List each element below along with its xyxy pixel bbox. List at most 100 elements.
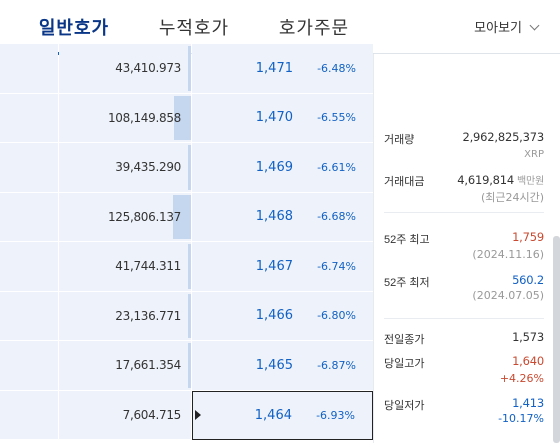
ask-price: 1,469 bbox=[255, 159, 293, 175]
ask-price: 1,465 bbox=[255, 357, 293, 373]
ask-price: 1,470 bbox=[255, 110, 293, 126]
row-edge-cell bbox=[0, 192, 58, 242]
low-52w-date: (2024.07.05) bbox=[472, 289, 544, 302]
ask-quantity: 7,604.715 bbox=[122, 407, 182, 422]
day-low-label: 당일저가 bbox=[384, 400, 425, 412]
row-edge-cell bbox=[0, 93, 58, 143]
ask-price-cell[interactable]: 1,469 -6.61% bbox=[192, 143, 373, 193]
row-edge-cell bbox=[0, 390, 58, 440]
ask-change-rate: -6.68% bbox=[317, 210, 356, 224]
low-52w-info: 52주 최저 560.2 (2024.07.05) bbox=[384, 273, 544, 307]
ask-price-cell[interactable]: 1,465 -6.87% bbox=[192, 341, 373, 391]
orderbook-row[interactable]: 23,136.771 1,466 -6.80% bbox=[0, 291, 373, 341]
prev-close-label: 전일종가 bbox=[384, 334, 425, 346]
tab-orderbook-order[interactable]: 호가주문 bbox=[278, 18, 350, 38]
chevron-down-icon bbox=[529, 20, 540, 31]
ask-price-cell[interactable]: 1,464 -6.93% bbox=[192, 390, 373, 440]
orderbook-row[interactable]: 39,435.290 1,469 -6.61% bbox=[0, 143, 373, 193]
tab-cumulative-orderbook[interactable]: 누적호가 bbox=[158, 18, 230, 38]
day-low-info: 당일저가 1,413 -10.17% bbox=[384, 396, 544, 430]
orderbook-row[interactable]: 125,806.137 1,468 -6.68% bbox=[0, 192, 373, 242]
ask-price-cell[interactable]: 1,470 -6.55% bbox=[192, 93, 373, 143]
high-52w-info: 52주 최고 1,759 (2024.11.16) bbox=[384, 230, 544, 264]
ask-quantity-cell: 125,806.137 bbox=[59, 192, 191, 242]
ask-price: 1,467 bbox=[255, 258, 293, 274]
view-toggle-button[interactable]: 모아보기 bbox=[474, 0, 540, 54]
ask-change-rate: -6.61% bbox=[317, 160, 356, 174]
row-edge-cell bbox=[0, 143, 58, 193]
orderbook-row[interactable]: 17,661.354 1,465 -6.87% bbox=[0, 341, 373, 391]
ask-quantity-cell: 7,604.715 bbox=[59, 390, 191, 440]
ask-quantity-cell: 108,149.858 bbox=[59, 93, 191, 143]
ask-quantity: 41,744.311 bbox=[115, 259, 181, 274]
low-52w-value: 560.2 bbox=[512, 273, 544, 287]
quantity-bar bbox=[188, 293, 191, 338]
ask-change-rate: -6.93% bbox=[316, 408, 355, 422]
ask-change-rate: -6.87% bbox=[317, 358, 356, 372]
ask-change-rate: -6.74% bbox=[317, 259, 356, 273]
ask-quantity-cell: 41,744.311 bbox=[59, 242, 191, 292]
ask-quantity: 125,806.137 bbox=[107, 209, 181, 224]
ask-quantity: 23,136.771 bbox=[115, 308, 181, 323]
day-high-rate: +4.26% bbox=[499, 372, 544, 385]
volume-unit: XRP bbox=[524, 149, 544, 160]
prev-close-info: 전일종가 1,573 bbox=[384, 330, 544, 348]
ask-price: 1,466 bbox=[255, 308, 293, 324]
ask-price-cell[interactable]: 1,471 -6.48% bbox=[192, 44, 373, 94]
quantity-bar bbox=[173, 95, 191, 140]
volume-value: 2,962,825,373 bbox=[462, 130, 544, 144]
ask-change-rate: -6.80% bbox=[317, 309, 356, 323]
ask-quantity: 108,149.858 bbox=[107, 110, 181, 125]
high-52w-value: 1,759 bbox=[512, 230, 544, 244]
ask-price: 1,471 bbox=[255, 60, 293, 76]
low-52w-label: 52주 최저 bbox=[384, 277, 430, 289]
row-edge-cell bbox=[0, 242, 58, 292]
high-52w-date: (2024.11.16) bbox=[472, 248, 544, 261]
quantity-bar bbox=[188, 46, 191, 91]
quantity-bar bbox=[188, 145, 191, 190]
ask-change-rate: -6.48% bbox=[317, 61, 356, 75]
view-toggle-label: 모아보기 bbox=[474, 20, 522, 35]
ask-quantity: 43,410.973 bbox=[115, 61, 181, 76]
divider bbox=[384, 318, 544, 319]
scrollbar-thumb[interactable] bbox=[553, 236, 560, 443]
trade-amount-period: (최근24시간) bbox=[480, 191, 544, 204]
orderbook-row[interactable]: 108,149.858 1,470 -6.55% bbox=[0, 93, 373, 143]
ask-quantity-cell: 23,136.771 bbox=[59, 291, 191, 341]
trade-amount-label: 거래대금 bbox=[384, 176, 425, 188]
orderbook-row-current-price[interactable]: 7,604.715 1,464 -6.93% bbox=[0, 390, 373, 440]
day-low-value: 1,413 bbox=[512, 396, 544, 410]
ask-quantity: 39,435.290 bbox=[115, 160, 181, 175]
ask-price: 1,464 bbox=[254, 407, 292, 423]
trade-amount-value: 4,619,814 bbox=[457, 173, 514, 187]
ask-price-cell[interactable]: 1,467 -6.74% bbox=[192, 242, 373, 292]
orderbook-row[interactable]: 43,410.973 1,471 -6.48% bbox=[0, 44, 373, 94]
ask-quantity-cell: 43,410.973 bbox=[59, 44, 191, 94]
row-edge-cell bbox=[0, 44, 58, 94]
row-edge-cell bbox=[0, 341, 58, 391]
ask-price: 1,468 bbox=[255, 209, 293, 225]
ask-quantity-cell: 17,661.354 bbox=[59, 341, 191, 391]
trade-amount-info: 거래대금 4,619,814 백만원 (최근24시간) bbox=[384, 172, 544, 206]
day-high-value: 1,640 bbox=[512, 354, 544, 368]
volume-info: 거래량 2,962,825,373 XRP bbox=[384, 128, 544, 160]
market-info-panel: 거래량 2,962,825,373 XRP 거래대금 4,619,814 백만원 … bbox=[373, 54, 560, 443]
quantity-bar bbox=[188, 343, 191, 388]
ask-quantity: 17,661.354 bbox=[115, 358, 181, 373]
row-edge-cell bbox=[0, 291, 58, 341]
divider bbox=[384, 212, 544, 213]
day-high-label: 당일고가 bbox=[384, 358, 425, 370]
current-price-marker-icon bbox=[195, 410, 201, 421]
ask-price-cell[interactable]: 1,466 -6.80% bbox=[192, 291, 373, 341]
day-high-info: 당일고가 1,640 +4.26% bbox=[384, 354, 544, 388]
ask-quantity-cell: 39,435.290 bbox=[59, 143, 191, 193]
prev-close-value: 1,573 bbox=[512, 330, 544, 344]
ask-price-cell[interactable]: 1,468 -6.68% bbox=[192, 192, 373, 242]
volume-label: 거래량 bbox=[384, 134, 415, 146]
quantity-bar bbox=[172, 194, 191, 239]
orderbook-row[interactable]: 41,744.311 1,467 -6.74% bbox=[0, 242, 373, 292]
day-low-rate: -10.17% bbox=[498, 412, 544, 425]
orderbook-ask-list: 43,410.973 1,471 -6.48% 108,149.858 1,470… bbox=[0, 44, 373, 443]
trade-amount-unit: 백만원 bbox=[517, 176, 544, 187]
ask-change-rate: -6.55% bbox=[317, 111, 356, 125]
